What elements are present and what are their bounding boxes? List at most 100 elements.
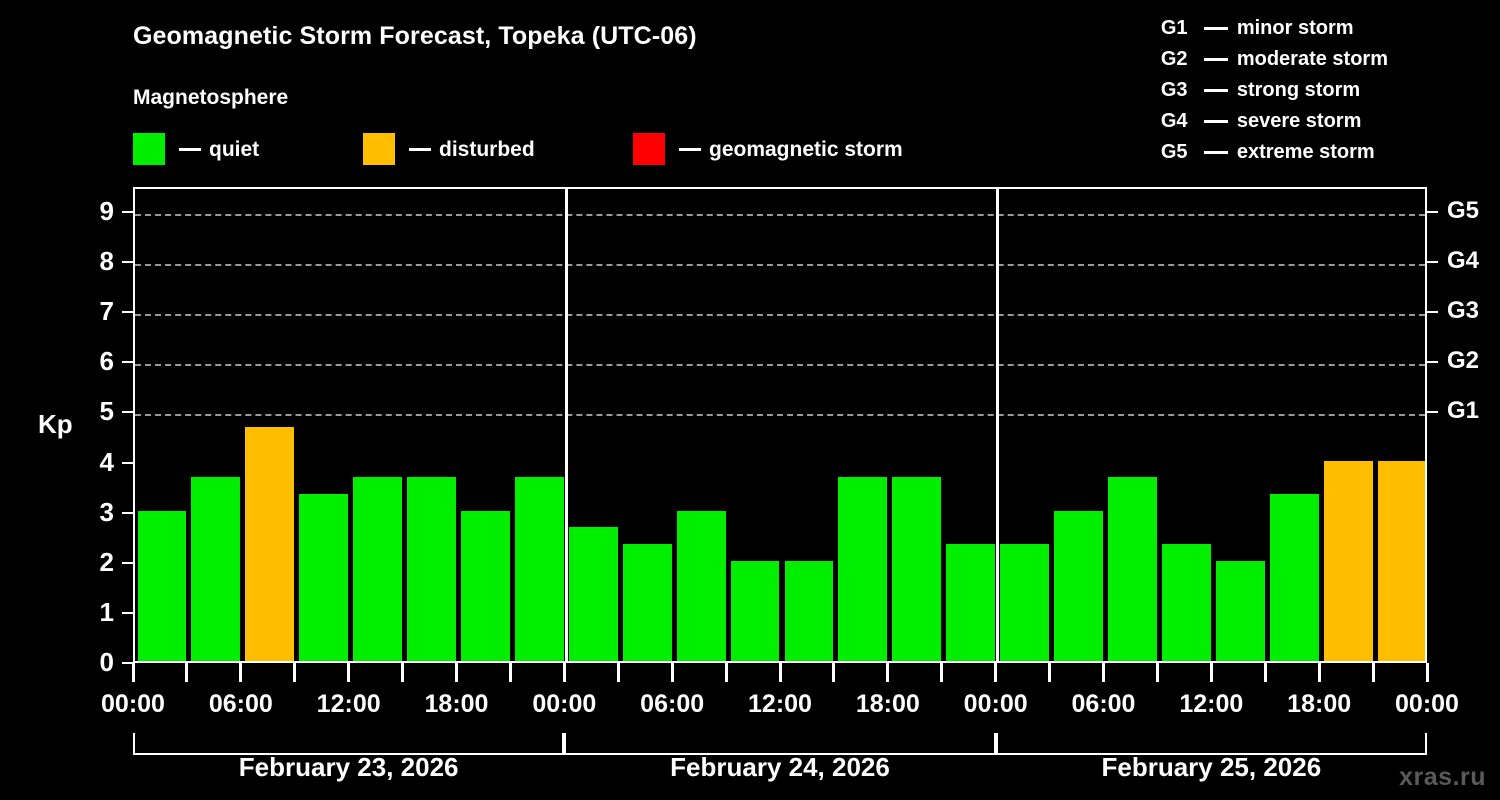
date-bracket-2 (564, 733, 996, 755)
legend-swatch-quiet (133, 133, 165, 165)
bar-kp (353, 477, 403, 661)
g-tick-g4 (1427, 261, 1438, 264)
g-legend-text-g4: severe storm (1236, 110, 1362, 132)
g-tick-label-g5: G5 (1447, 197, 1480, 225)
gridline-kp-5 (135, 414, 1425, 417)
gridline-kp-6 (135, 364, 1425, 367)
g-legend-code-g3: G3 (1160, 79, 1188, 101)
y-tick-label-0: 0 (99, 647, 114, 677)
g-legend-text-g2: moderate storm (1236, 48, 1388, 70)
date-bracket-1 (133, 733, 565, 755)
y-tick-0 (122, 662, 133, 664)
bar-kp (137, 510, 187, 661)
legend-dash-icon (679, 147, 701, 151)
y-tick-label-2: 2 (99, 546, 114, 577)
bar-kp (838, 477, 888, 661)
x-tick-label: 18:00 (855, 690, 920, 718)
legend-entry-disturbed: disturbed (363, 133, 535, 165)
x-tick-label: 00:00 (532, 690, 597, 718)
x-tick-label: 12:00 (1179, 690, 1244, 718)
x-tick (401, 663, 405, 682)
x-tick (1155, 663, 1159, 682)
x-tick (455, 663, 458, 682)
y-tick-7 (122, 311, 133, 314)
bar-kp (730, 560, 780, 661)
g-legend-dash-icon (1203, 58, 1228, 61)
gridline-kp-7 (135, 314, 1425, 317)
y-tick-label-6: 6 (99, 346, 114, 377)
bar-kp (1108, 477, 1157, 661)
y-tick-1 (122, 611, 133, 614)
g-scale-legend: G1 minor storm G2 moderate storm G3 strong st… (1161, 13, 1388, 168)
bar-kp (676, 510, 726, 661)
g-legend-row-g4: G4 severe storm (1161, 106, 1388, 137)
y-tick-6 (122, 361, 133, 364)
g-tick-label-g4: G4 (1447, 247, 1480, 275)
x-tick-label: 06:00 (1071, 690, 1136, 718)
bar-kp (1269, 494, 1319, 661)
date-label-3: February 25, 2026 (1101, 752, 1322, 782)
g-legend-dash-icon (1203, 120, 1228, 123)
x-tick (1371, 663, 1375, 682)
y-tick-8 (122, 261, 133, 264)
bar-kp (191, 477, 241, 661)
bar-kp (407, 477, 456, 661)
date-label-1: February 23, 2026 (238, 752, 459, 782)
x-tick (1263, 663, 1267, 682)
watermark: xras.ru (1399, 763, 1486, 791)
x-tick (131, 663, 135, 682)
legend-entry-quiet: quiet (133, 133, 259, 165)
y-tick-label-8: 8 (99, 246, 114, 277)
y-tick-label-4: 4 (99, 446, 114, 477)
y-axis-title: Kp (38, 409, 73, 439)
x-tick (508, 663, 512, 682)
chart-canvas (135, 189, 1425, 661)
y-tick-4 (122, 461, 133, 464)
g-legend-code-g5: G5 (1160, 141, 1188, 163)
y-tick-label-9: 9 (99, 196, 114, 227)
g-tick-label-g2: G2 (1447, 347, 1480, 375)
legend-swatch-disturbed (363, 133, 395, 165)
x-tick-label: 12:00 (316, 690, 381, 718)
y-tick-5 (122, 411, 133, 414)
day-separator-1 (564, 189, 568, 661)
bar-kp (568, 527, 618, 661)
x-tick (994, 663, 998, 682)
g-legend-row-g5: G5 extreme storm (1161, 137, 1388, 168)
bar-kp (784, 560, 834, 661)
x-tick (670, 663, 674, 682)
legend-entry-geomagnetic-storm: geomagnetic storm (633, 133, 903, 165)
x-tick (940, 663, 944, 682)
page-title: Geomagnetic Storm Forecast, Topeka (UTC-… (133, 22, 697, 50)
x-tick (293, 663, 297, 682)
x-tick (724, 663, 728, 682)
legend-label-quiet: quiet (209, 137, 260, 161)
x-tick (239, 663, 243, 682)
bar-kp (1377, 460, 1425, 661)
g-legend-text-g3: strong storm (1236, 79, 1361, 101)
g-legend-code-g4: G4 (1160, 110, 1188, 132)
bar-kp (1215, 560, 1265, 661)
x-tick (1425, 663, 1429, 682)
x-tick-label: 00:00 (101, 690, 165, 718)
date-bracket-3 (995, 733, 1427, 755)
x-tick-label: 00:00 (1395, 690, 1459, 718)
x-tick (1102, 663, 1105, 682)
x-tick (832, 663, 836, 682)
g-legend-dash-icon (1203, 27, 1228, 30)
g-legend-text-g5: extreme storm (1236, 141, 1375, 163)
x-tick (1317, 663, 1321, 682)
g-tick-g2 (1427, 361, 1438, 364)
bar-kp (1000, 544, 1050, 661)
date-label-2: February 24, 2026 (670, 752, 890, 782)
bar-kp (892, 477, 942, 661)
x-tick (616, 663, 620, 682)
g-tick-g1 (1427, 411, 1438, 414)
y-tick-label-5: 5 (99, 396, 114, 427)
bar-kp (299, 494, 349, 661)
y-tick-3 (122, 511, 133, 514)
legend-dash-icon (179, 147, 201, 151)
bar-kp (245, 427, 295, 661)
x-tick (778, 663, 782, 682)
chart-subtitle: Magnetosphere (133, 86, 289, 109)
